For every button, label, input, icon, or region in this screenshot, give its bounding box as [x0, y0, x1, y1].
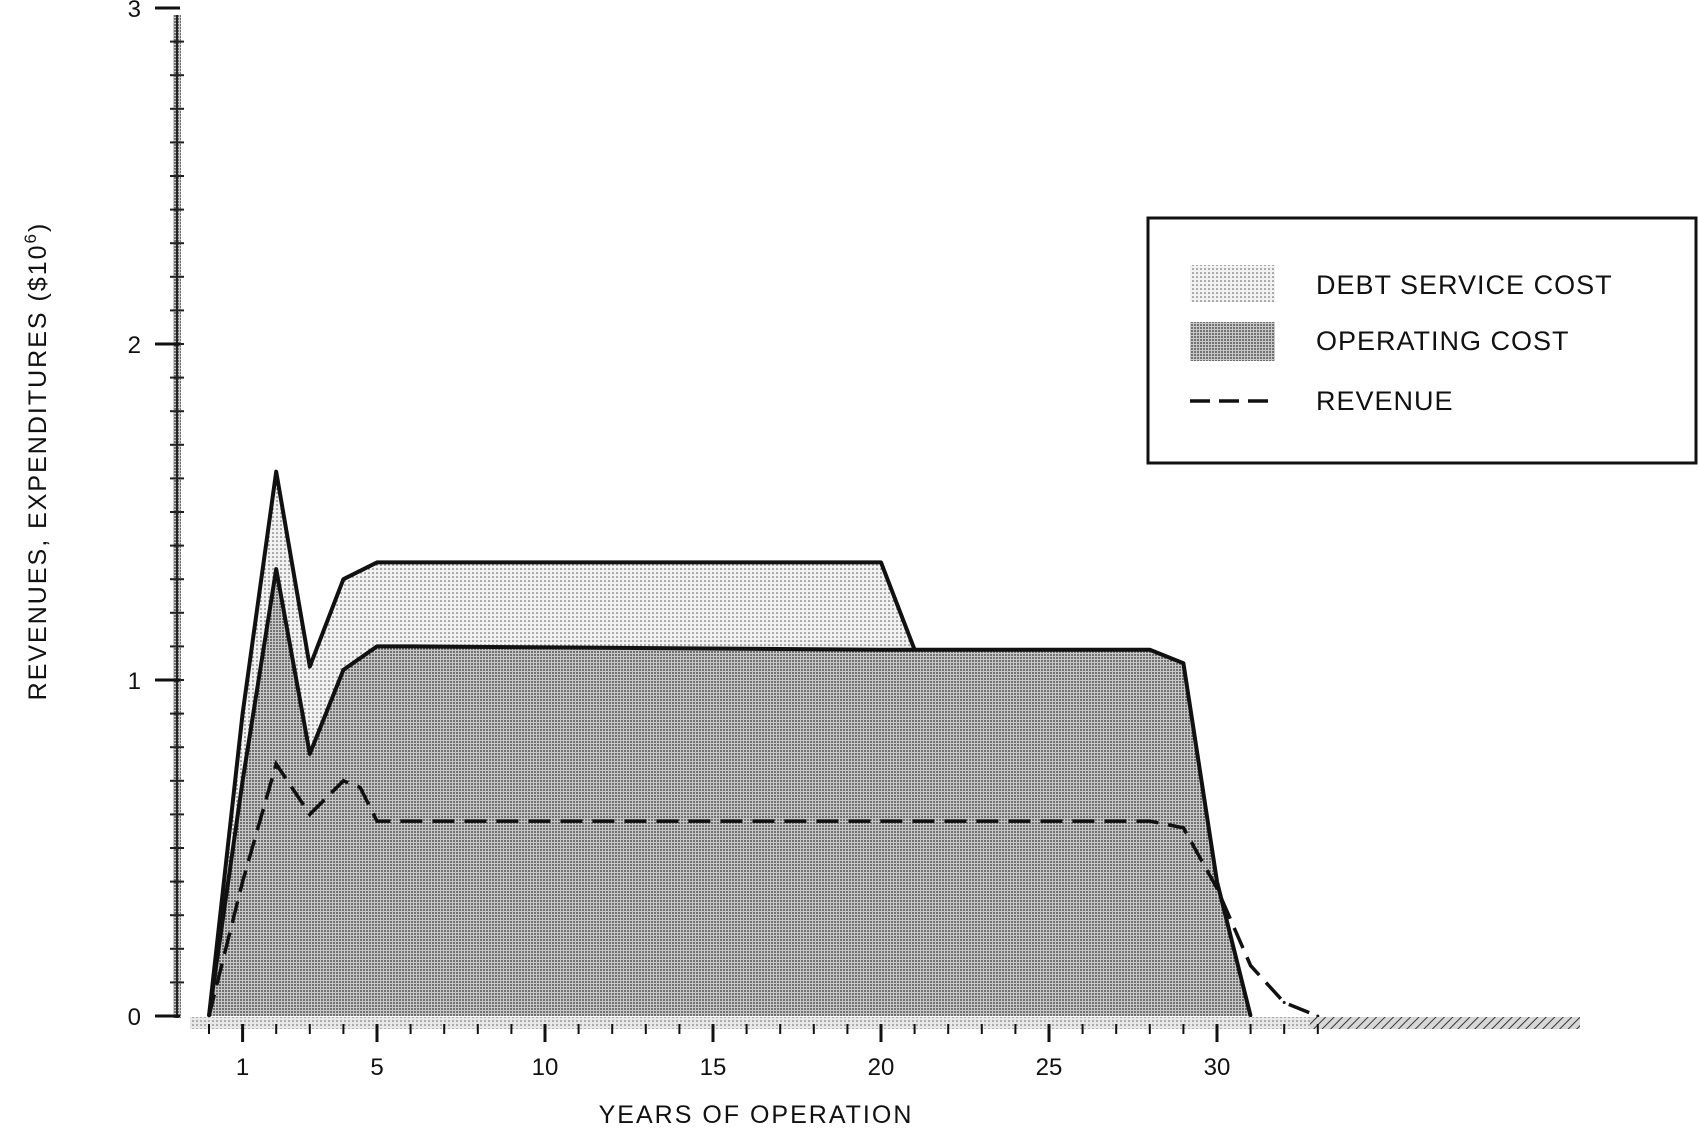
debt-service-cost-point-5	[375, 560, 379, 564]
debt-service-cost-point-2	[274, 470, 278, 474]
legend-label-operating-cost: OPERATING COST	[1316, 326, 1570, 356]
x-tick-label-30: 30	[1204, 1054, 1231, 1081]
y-minor-ticks	[170, 40, 184, 984]
debt-service-cost-point-8	[913, 648, 917, 652]
operating-cost-point-7	[879, 648, 883, 652]
plot-area	[207, 469, 1320, 1018]
operating-cost-point-3	[308, 752, 312, 756]
legend: DEBT SERVICE COST OPERATING COST REVENUE	[1146, 216, 1698, 465]
legend-swatch-debt-service-cost	[1190, 265, 1275, 302]
operating-cost-point-10	[1215, 880, 1219, 884]
revenue-point-7	[1148, 819, 1152, 823]
revenue-point-12	[1316, 1014, 1320, 1018]
y-axis-title-exponent: 6	[21, 232, 40, 243]
x-tick-label-1: 1	[236, 1054, 249, 1081]
revenue-point-9	[1215, 886, 1219, 890]
x-axis-hatch-band	[1310, 1017, 1580, 1029]
legend-label-revenue: REVENUE	[1316, 386, 1454, 416]
revenue-point-10	[1249, 964, 1253, 968]
x-tick-label-10: 10	[532, 1054, 559, 1081]
y-major-ticks: 0 1 2 3	[128, 0, 180, 1031]
debt-service-cost-point-4	[341, 577, 345, 581]
revenue-point-8	[1181, 826, 1185, 830]
legend-swatch-operating-cost	[1190, 322, 1275, 361]
x-tick-label-20: 20	[868, 1054, 895, 1081]
operating-cost-point-2	[274, 567, 278, 571]
x-axis-band	[190, 1017, 1580, 1029]
y-tick-label-1: 1	[128, 668, 141, 695]
revenue-point-6	[375, 819, 379, 823]
revenue-point-0	[207, 1014, 211, 1018]
debt-service-cost-point-6	[409, 560, 413, 564]
legend-label-debt-service-cost: DEBT SERVICE COST	[1316, 270, 1613, 300]
y-tick-label-3: 3	[128, 0, 141, 23]
operating-cost-point-8	[1148, 648, 1152, 652]
revenue-point-11	[1282, 1001, 1286, 1005]
operating-cost-point-6	[409, 644, 413, 648]
revenue-point-5	[358, 786, 362, 790]
debt-service-cost-point-3	[308, 665, 312, 669]
x-tick-label-15: 15	[700, 1054, 727, 1081]
revenue-point-1	[241, 880, 245, 884]
operating-cost-point-1	[241, 779, 245, 783]
operating-cost-area	[209, 569, 1251, 1016]
y-tick-label-0: 0	[128, 1004, 141, 1031]
debt-service-cost-point-1	[241, 712, 245, 716]
operating-cost-point-4	[341, 668, 345, 672]
x-axis-title: YEARS OF OPERATION	[599, 1101, 914, 1129]
revenue-point-3	[308, 812, 312, 816]
y-tick-label-2: 2	[128, 332, 141, 359]
operating-cost-line	[207, 567, 1253, 1017]
debt-service-cost-point-7	[879, 560, 883, 564]
x-tick-label-5: 5	[370, 1054, 383, 1081]
x-tick-label-25: 25	[1036, 1054, 1063, 1081]
revenue-point-2	[274, 762, 278, 766]
operating-cost-point-5	[375, 644, 379, 648]
revenue-point-4	[341, 779, 345, 783]
y-axis-title: REVENUES, EXPENDITURES ($106)	[21, 222, 52, 701]
x-ticks: 1 5 10 15 20 25 30	[208, 1024, 1319, 1081]
operating-cost-point-9	[1181, 661, 1185, 665]
operating-cost-point-11	[1249, 1014, 1253, 1018]
